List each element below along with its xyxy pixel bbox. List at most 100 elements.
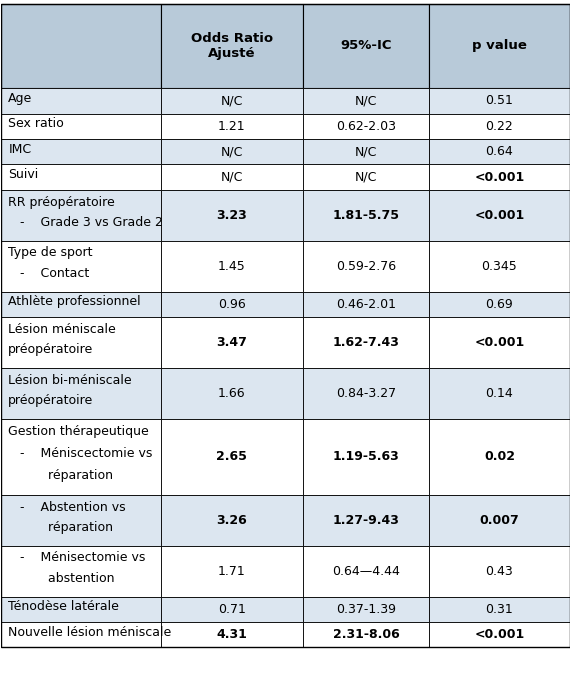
Text: 0.69: 0.69	[485, 298, 513, 311]
Bar	[303, 190, 429, 241]
Bar	[429, 292, 570, 317]
Text: N/C: N/C	[220, 94, 243, 107]
Bar	[1, 164, 160, 190]
Text: <0.001: <0.001	[475, 171, 525, 184]
Text: 1.27-9.43: 1.27-9.43	[333, 514, 400, 527]
Bar	[1, 596, 160, 622]
Bar	[1, 495, 160, 546]
Text: Suivi: Suivi	[9, 168, 39, 181]
Bar	[1, 317, 160, 368]
Text: 0.22: 0.22	[485, 120, 513, 133]
Bar	[429, 190, 570, 241]
Text: 1.19-5.63: 1.19-5.63	[333, 450, 400, 463]
Text: réparation: réparation	[9, 469, 114, 482]
Text: <0.001: <0.001	[475, 336, 525, 349]
Bar	[160, 546, 303, 596]
Text: 1.45: 1.45	[218, 259, 246, 273]
Text: abstention: abstention	[9, 572, 115, 585]
Text: 2.65: 2.65	[216, 450, 247, 463]
Text: N/C: N/C	[355, 171, 377, 184]
Bar	[1, 139, 160, 164]
Bar	[1, 622, 160, 648]
Bar	[303, 3, 429, 88]
Text: N/C: N/C	[220, 146, 243, 158]
Text: -    Ménisectomie vs: - Ménisectomie vs	[9, 551, 146, 565]
Text: 0.37-1.39: 0.37-1.39	[336, 603, 396, 616]
Text: N/C: N/C	[220, 171, 243, 184]
Text: 3.26: 3.26	[216, 514, 247, 527]
Bar	[160, 139, 303, 164]
Bar	[160, 596, 303, 622]
Text: Nouvelle lésion méniscale: Nouvelle lésion méniscale	[9, 625, 172, 639]
Text: <0.001: <0.001	[475, 628, 525, 641]
Bar	[1, 241, 160, 292]
Text: p value: p value	[472, 39, 527, 53]
Text: 0.59-2.76: 0.59-2.76	[336, 259, 396, 273]
Text: 2.31-8.06: 2.31-8.06	[333, 628, 400, 641]
Text: N/C: N/C	[355, 94, 377, 107]
Text: -    Grade 3 vs Grade 2: - Grade 3 vs Grade 2	[9, 216, 163, 229]
Text: Ténodèse latérale: Ténodèse latérale	[9, 601, 119, 613]
Bar	[429, 241, 570, 292]
Text: 1.81-5.75: 1.81-5.75	[332, 209, 400, 222]
Bar	[303, 317, 429, 368]
Bar	[160, 190, 303, 241]
Bar	[429, 419, 570, 495]
Text: 0.007: 0.007	[480, 514, 520, 527]
Bar	[303, 139, 429, 164]
Bar	[1, 292, 160, 317]
Bar	[429, 495, 570, 546]
Text: Lésion méniscale: Lésion méniscale	[9, 323, 116, 336]
Bar	[160, 88, 303, 114]
Text: préopératoire: préopératoire	[9, 394, 94, 407]
Bar	[429, 546, 570, 596]
Text: 1.21: 1.21	[218, 120, 246, 133]
Bar	[303, 596, 429, 622]
Bar	[429, 88, 570, 114]
Text: Age: Age	[9, 92, 33, 105]
Text: Sex ratio: Sex ratio	[9, 117, 64, 130]
Bar	[303, 495, 429, 546]
Text: 1.66: 1.66	[218, 387, 246, 400]
Text: 0.14: 0.14	[485, 387, 513, 400]
Bar	[160, 114, 303, 139]
Text: 0.345: 0.345	[481, 259, 517, 273]
Text: 0.02: 0.02	[484, 450, 515, 463]
Text: 1.62-7.43: 1.62-7.43	[333, 336, 400, 349]
Bar	[429, 164, 570, 190]
Bar	[303, 292, 429, 317]
Text: réparation: réparation	[9, 521, 114, 534]
Bar	[303, 164, 429, 190]
Bar	[303, 419, 429, 495]
Bar	[303, 241, 429, 292]
Bar	[1, 190, 160, 241]
Text: IMC: IMC	[9, 143, 31, 156]
Bar	[160, 3, 303, 88]
Bar	[429, 368, 570, 419]
Text: 0.46-2.01: 0.46-2.01	[336, 298, 396, 311]
Bar	[160, 317, 303, 368]
Bar	[303, 88, 429, 114]
Bar	[160, 368, 303, 419]
Bar	[1, 546, 160, 596]
Text: 95%-IC: 95%-IC	[340, 39, 392, 53]
Bar	[303, 546, 429, 596]
Bar	[303, 368, 429, 419]
Text: <0.001: <0.001	[475, 209, 525, 222]
Bar	[303, 622, 429, 648]
Text: -    Abstention vs: - Abstention vs	[9, 501, 126, 514]
Bar	[1, 88, 160, 114]
Text: Athlète professionnel: Athlète professionnel	[9, 295, 141, 308]
Text: 3.47: 3.47	[216, 336, 247, 349]
Bar	[429, 114, 570, 139]
Text: Lésion bi-méniscale: Lésion bi-méniscale	[9, 373, 132, 387]
Bar	[1, 419, 160, 495]
Bar	[160, 292, 303, 317]
Bar	[160, 495, 303, 546]
Bar	[160, 164, 303, 190]
Text: 0.84-3.27: 0.84-3.27	[336, 387, 396, 400]
Text: 0.43: 0.43	[485, 565, 513, 578]
Text: Gestion thérapeutique: Gestion thérapeutique	[9, 425, 149, 438]
Text: 0.31: 0.31	[485, 603, 513, 616]
Text: 4.31: 4.31	[216, 628, 247, 641]
